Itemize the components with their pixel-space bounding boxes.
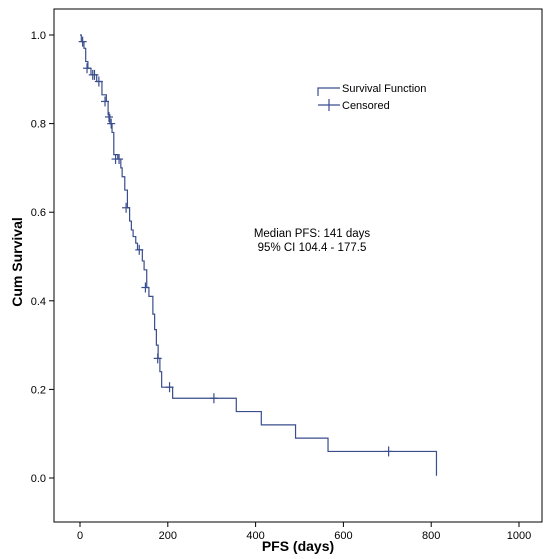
y-tick-label: 0.0 [31,473,46,485]
censored-marks [78,36,393,457]
x-tick-label: 0 [77,530,83,542]
legend-survival-label: Survival Function [342,83,426,95]
y-tick-label: 0.8 [31,119,46,131]
x-tick-label: 600 [334,530,352,542]
y-tick-label: 0.4 [31,296,46,308]
y-tick-label: 0.2 [31,384,46,396]
x-axis-title: PFS (days) [262,538,334,554]
plot-area [53,8,543,523]
x-tick-label: 200 [159,530,177,542]
x-tick-label: 800 [422,530,440,542]
confidence-interval-text: 95% CI 104.4 - 177.5 [258,242,367,254]
legend: Survival Function Censored [317,83,426,112]
legend-survival-symbol [317,87,340,96]
axis-ticks: 0 200 400 600 800 1000 0.0 0.2 0.4 0.6 0.8 1.0 [31,30,532,542]
x-tick-label: 1000 [507,530,531,542]
y-tick-label: 0.6 [31,207,46,219]
legend-censored-label: Censored [342,100,390,112]
x-tick-label: 400 [246,530,264,542]
median-pfs-text: Median PFS: 141 days [254,228,371,240]
y-axis-title: Cum Survival [9,217,25,306]
y-tick-label: 1.0 [31,30,46,42]
